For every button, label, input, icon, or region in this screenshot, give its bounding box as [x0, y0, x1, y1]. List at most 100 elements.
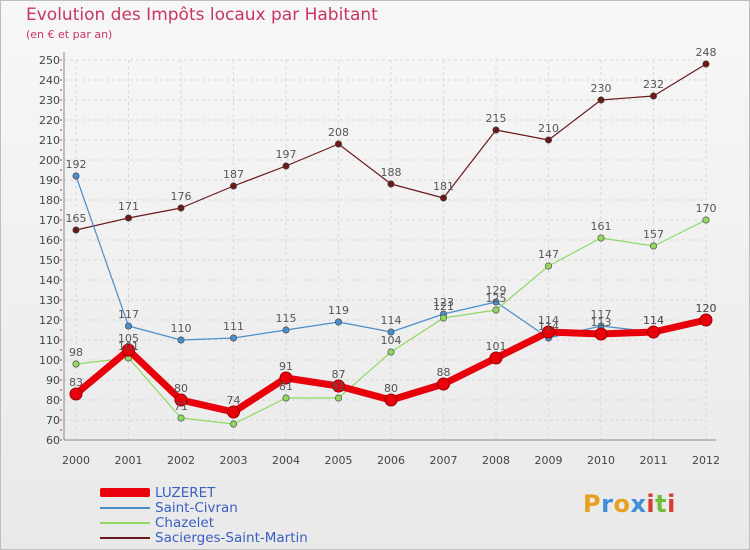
data-label: 129 — [486, 284, 507, 297]
data-point — [177, 204, 185, 212]
data-label: 81 — [332, 380, 346, 393]
y-tick-label: 140 — [39, 274, 60, 287]
axis-tick-mark — [60, 409, 62, 411]
x-tick-label: 2012 — [692, 454, 720, 467]
axis-tick-mark — [60, 369, 62, 371]
data-point — [492, 126, 500, 134]
data-label: 74 — [227, 394, 241, 407]
data-point — [282, 326, 290, 334]
data-point — [489, 351, 503, 365]
axis-tick-mark — [60, 299, 62, 301]
legend-label: Saint-Civran — [155, 499, 238, 516]
data-point — [125, 214, 133, 222]
x-tick-label: 2007 — [430, 454, 458, 467]
axis-tick-mark — [60, 99, 62, 101]
logo-letter: x — [630, 490, 647, 518]
data-point — [230, 334, 238, 342]
data-point — [544, 136, 552, 144]
data-label: 83 — [69, 376, 83, 389]
data-point — [334, 318, 342, 326]
data-point — [387, 180, 395, 188]
data-point — [702, 216, 710, 224]
logo-letter: i — [646, 490, 656, 518]
legend-item-luzeret: LUZERET — [100, 485, 308, 501]
x-tick-label: 2008 — [482, 454, 510, 467]
y-tick-label: 80 — [46, 394, 60, 407]
data-point — [439, 314, 447, 322]
axis-tick-mark — [60, 219, 62, 221]
data-point — [125, 322, 133, 330]
proxiti-logo: Proxiti — [583, 490, 676, 518]
y-tick-label: 60 — [46, 434, 60, 447]
logo-letter: i — [667, 490, 676, 518]
y-tick-label: 110 — [39, 334, 60, 347]
y-tick-label: 190 — [39, 174, 60, 187]
data-label: 117 — [118, 308, 139, 321]
axis-tick-mark — [60, 439, 62, 441]
y-tick-label: 210 — [39, 134, 60, 147]
data-label: 71 — [174, 400, 188, 413]
data-label: 248 — [696, 46, 717, 59]
data-label: 114 — [381, 314, 402, 327]
data-label: 101 — [118, 340, 139, 353]
data-point — [230, 420, 238, 428]
axis-tick-mark — [60, 309, 62, 311]
data-point — [279, 371, 293, 385]
data-label: 117 — [591, 308, 612, 321]
data-label: 114 — [538, 314, 559, 327]
data-label: 192 — [66, 158, 87, 171]
axis-tick-mark — [60, 229, 62, 231]
logo-letter: r — [601, 490, 614, 518]
x-tick-label: 2002 — [167, 454, 195, 467]
logo-letter: o — [613, 490, 631, 518]
data-label: 81 — [279, 380, 293, 393]
y-tick-label: 240 — [39, 74, 60, 87]
data-label: 176 — [171, 190, 192, 203]
data-point — [649, 92, 657, 100]
axis-tick-mark — [60, 399, 62, 401]
axis-tick-mark — [60, 129, 62, 131]
data-point — [649, 242, 657, 250]
data-point — [384, 393, 398, 407]
legend-item-chazelet: Chazelet — [100, 514, 308, 531]
x-tick-label: 2009 — [535, 454, 563, 467]
data-point — [492, 298, 500, 306]
axis-tick-mark — [60, 249, 62, 251]
chart-subtitle: (en € et par an) — [26, 28, 113, 41]
axis-tick-mark — [60, 189, 62, 191]
logo-letter: t — [655, 490, 668, 518]
data-label: 91 — [279, 360, 293, 373]
data-label: 210 — [538, 122, 559, 135]
data-point — [702, 60, 710, 68]
axis-tick-mark — [60, 429, 62, 431]
logo-letter: P — [583, 490, 602, 518]
data-label: 113 — [591, 316, 612, 329]
axis-tick-mark — [60, 359, 62, 361]
axis-tick-mark — [60, 109, 62, 111]
legend-item-saint-civran: Saint-Civran — [100, 499, 308, 516]
legend-swatch — [100, 488, 150, 497]
data-point — [334, 140, 342, 148]
data-point — [122, 343, 135, 357]
data-label: 120 — [696, 302, 717, 315]
data-point — [69, 387, 83, 401]
data-label: 208 — [328, 126, 349, 139]
x-tick-label: 2010 — [587, 454, 615, 467]
data-label: 171 — [118, 200, 139, 213]
data-point — [492, 306, 500, 314]
data-point — [230, 182, 238, 190]
data-label: 111 — [223, 320, 244, 333]
legend-label: Chazelet — [155, 514, 214, 531]
data-label: 101 — [486, 340, 507, 353]
data-label: 121 — [433, 300, 454, 313]
data-label: 232 — [643, 78, 664, 91]
y-tick-label: 150 — [39, 254, 60, 267]
axis-tick-mark — [60, 149, 62, 151]
data-label: 105 — [118, 332, 139, 345]
axis-tick-mark — [60, 379, 62, 381]
x-tick-label: 2003 — [220, 454, 248, 467]
legend-swatch — [100, 521, 150, 524]
axis-tick-mark — [60, 419, 62, 421]
data-label: 170 — [696, 202, 717, 215]
